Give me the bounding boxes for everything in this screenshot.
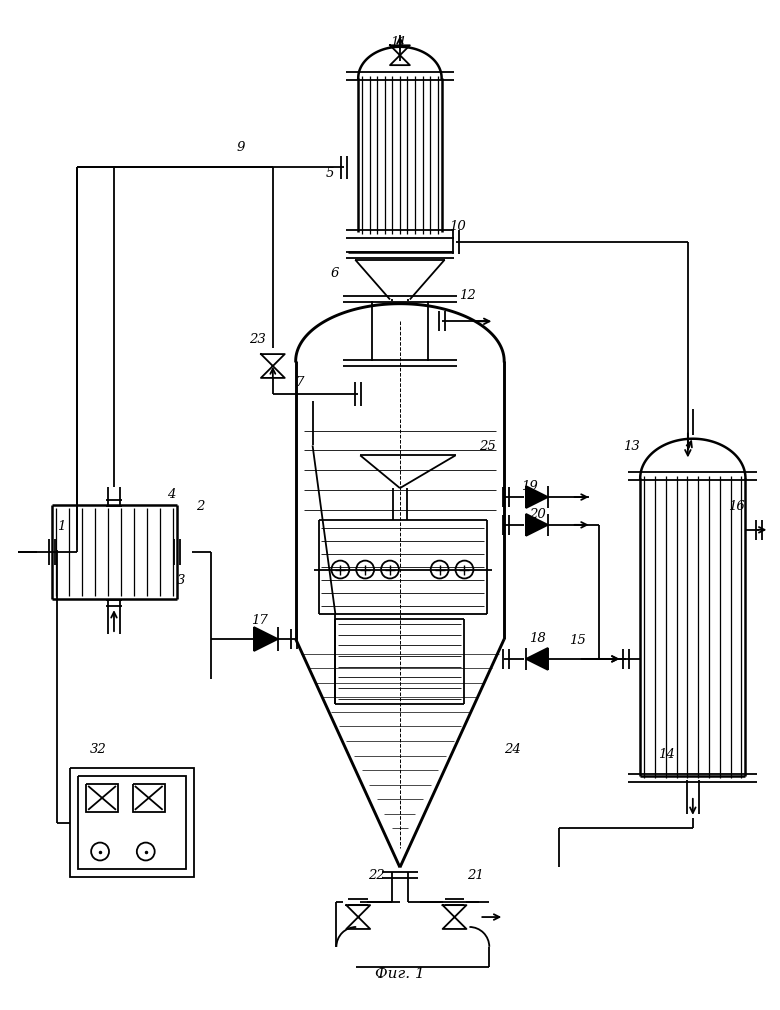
Text: 22: 22 xyxy=(368,870,385,883)
Text: 3: 3 xyxy=(176,575,185,588)
Text: 2: 2 xyxy=(197,500,205,513)
Text: 16: 16 xyxy=(728,500,744,513)
Text: 32: 32 xyxy=(90,743,107,756)
Text: 6: 6 xyxy=(331,267,339,280)
Text: 11: 11 xyxy=(390,36,406,49)
Text: 20: 20 xyxy=(529,508,546,521)
Text: 12: 12 xyxy=(459,290,477,302)
Text: 10: 10 xyxy=(449,220,466,233)
Text: 21: 21 xyxy=(467,870,484,883)
Text: 5: 5 xyxy=(325,168,334,181)
Text: 13: 13 xyxy=(623,440,640,453)
Text: 4: 4 xyxy=(167,488,175,501)
Polygon shape xyxy=(254,627,278,651)
Polygon shape xyxy=(526,514,548,535)
Polygon shape xyxy=(526,486,548,508)
Text: 24: 24 xyxy=(504,743,521,756)
Text: 14: 14 xyxy=(658,748,675,762)
Text: 7: 7 xyxy=(296,376,304,389)
Text: 19: 19 xyxy=(521,480,537,493)
Text: 25: 25 xyxy=(480,440,496,453)
Text: 9: 9 xyxy=(236,140,244,154)
Text: Фиг. 1: Фиг. 1 xyxy=(375,967,425,981)
Text: 1: 1 xyxy=(58,520,66,533)
Polygon shape xyxy=(526,648,548,670)
Text: 18: 18 xyxy=(529,632,546,645)
Text: 17: 17 xyxy=(251,614,268,627)
Text: 23: 23 xyxy=(249,333,266,346)
Text: 15: 15 xyxy=(569,634,586,647)
